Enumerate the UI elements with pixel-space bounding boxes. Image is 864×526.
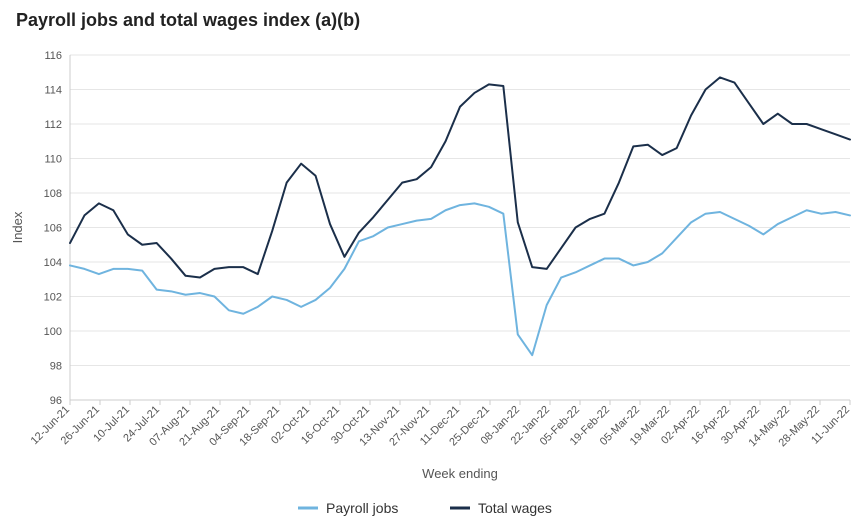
- y-tick-label: 112: [44, 119, 62, 131]
- chart-svg: 969810010210410610811011211411612-Jun-21…: [0, 0, 864, 526]
- y-tick-label: 108: [44, 188, 62, 200]
- y-tick-label: 114: [44, 85, 62, 97]
- y-tick-label: 104: [44, 257, 62, 269]
- y-tick-label: 100: [44, 326, 62, 338]
- y-tick-label: 102: [44, 292, 62, 304]
- y-tick-label: 96: [50, 395, 62, 407]
- chart-container: Payroll jobs and total wages index (a)(b…: [0, 0, 864, 526]
- y-tick-label: 110: [44, 154, 62, 166]
- legend-label-0: Payroll jobs: [326, 500, 398, 516]
- y-tick-label: 116: [44, 50, 62, 62]
- y-tick-label: 106: [44, 223, 62, 235]
- chart-title: Payroll jobs and total wages index (a)(b…: [16, 10, 360, 31]
- y-axis-label: Index: [10, 211, 25, 243]
- legend-label-1: Total wages: [478, 500, 552, 516]
- y-tick-label: 98: [50, 361, 62, 373]
- x-axis-label: Week ending: [422, 466, 498, 481]
